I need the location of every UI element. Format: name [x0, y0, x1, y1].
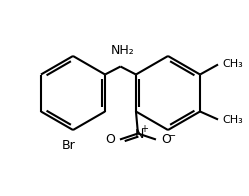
Text: CH₃: CH₃ [222, 114, 243, 124]
Text: NH₂: NH₂ [111, 44, 134, 56]
Text: Br: Br [62, 139, 76, 152]
Text: O: O [105, 133, 115, 146]
Text: N: N [134, 128, 144, 141]
Text: −: − [168, 131, 176, 141]
Text: O: O [161, 133, 171, 146]
Text: +: + [140, 124, 148, 134]
Text: CH₃: CH₃ [222, 58, 243, 68]
